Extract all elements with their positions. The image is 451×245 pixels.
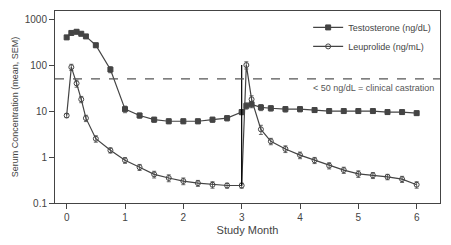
- svg-text:10: 10: [36, 106, 48, 117]
- svg-text:Testosterone (ng/dL): Testosterone (ng/dL): [348, 23, 431, 33]
- svg-text:1: 1: [122, 212, 128, 223]
- svg-text:1: 1: [41, 152, 47, 163]
- svg-text:5: 5: [356, 212, 362, 223]
- svg-text:Serum Concentration (mean, SEM: Serum Concentration (mean, SEM): [10, 37, 20, 178]
- svg-text:1000: 1000: [25, 14, 48, 25]
- svg-text:2: 2: [181, 212, 187, 223]
- svg-text:Study Month: Study Month: [217, 224, 279, 236]
- svg-text:< 50 ng/dL = clinical castrati: < 50 ng/dL = clinical castration: [313, 83, 434, 93]
- svg-text:0.1: 0.1: [33, 198, 47, 209]
- svg-text:0: 0: [64, 212, 70, 223]
- svg-text:4: 4: [297, 212, 303, 223]
- svg-text:3: 3: [239, 212, 245, 223]
- svg-text:6: 6: [414, 212, 420, 223]
- svg-text:100: 100: [30, 60, 47, 71]
- svg-text:Leuprolide (ng/mL): Leuprolide (ng/mL): [348, 42, 424, 52]
